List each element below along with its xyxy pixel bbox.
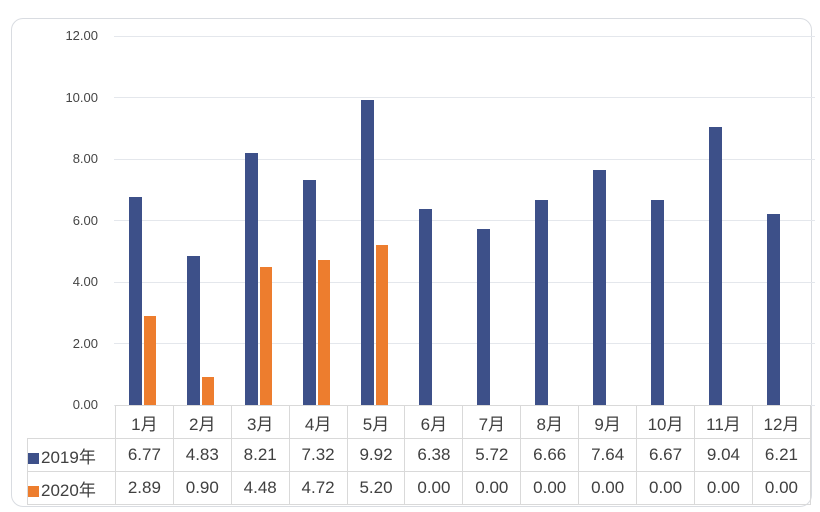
value-cell: 5.72 [462,438,522,472]
value-cell: 4.48 [230,471,290,505]
bar-2019年-12月 [767,214,780,405]
gridline [114,281,815,283]
month-header-cell: 12月 [751,405,812,439]
value-cell: 6.67 [636,438,695,472]
bar-2020年-4月 [318,259,330,405]
value-cell: 4.83 [172,438,232,472]
gridline [114,220,815,221]
value-cell: 6.38 [404,438,464,472]
gridline [114,97,815,98]
value-cell: 0.00 [694,471,753,505]
value-cell: 4.72 [288,471,348,505]
value-cell: 5.20 [346,471,406,505]
bar-group-7月 [462,36,520,405]
month-header-cell: 1月 [114,405,174,439]
value-cell: 0.00 [520,471,580,505]
row-label-2020年: 2020年 [27,471,116,505]
month-header-cell: 2月 [172,405,232,439]
bar-group-2月 [172,36,230,405]
y-axis-label: 4.00 [72,274,98,289]
bar-2020年-3月 [260,267,272,405]
month-header-cell: 8月 [520,405,580,439]
bar-2019年-1月 [129,196,142,405]
series-name-label: 2019年 [41,447,96,467]
bar-group-12月 [752,36,810,405]
bar-group-6月 [404,36,462,405]
bar-2019年-4月 [303,179,316,405]
bar-2020年-5月 [376,245,388,405]
series-name-label: 2020年 [41,480,96,500]
month-header-cell: 9月 [578,405,638,439]
value-cell: 0.00 [404,471,464,505]
value-cell: 2.89 [114,471,174,505]
bar-2020年-2月 [202,377,214,405]
gridline [114,343,815,344]
bar-2019年-5月 [361,99,374,405]
y-axis-label: 8.00 [72,151,98,166]
value-cell: 0.00 [636,471,695,505]
bar-2019年-9月 [593,170,606,405]
y-axis-label: 6.00 [72,212,98,228]
bar-2019年-8月 [535,200,548,405]
table-header-row: 1月 2月 3月 4月 5月 6月 7月 8月 9月 10月 11月 12月 [28,405,812,439]
value-cell: 6.21 [751,438,812,472]
month-header-cell: 7月 [462,405,522,439]
bar-group-1月 [114,36,172,405]
month-header-cell: 11月 [694,405,753,439]
table-row-2020年: 2020年 2.89 0.90 4.48 4.72 5.20 0.00 0.00 0.00 0.0… [27,471,812,505]
bar-2019年-3月 [245,152,258,405]
bar-2019年-7月 [477,229,490,405]
bar-2019年-10月 [651,199,664,405]
legend-swatch-2019年 [28,452,39,464]
value-cell: 0.00 [751,471,812,505]
bar-2019年-11月 [709,127,722,405]
month-header-cell: 3月 [230,405,290,439]
bar-group-9月 [578,36,636,405]
table-corner-cell [28,406,116,439]
table-row-2019年: 2019年 6.77 4.83 8.21 7.32 9.92 6.38 5.72 6.66 7.6… [27,438,812,472]
month-header-cell: 4月 [288,405,348,439]
month-header-cell: 5月 [346,405,406,439]
bar-group-10月 [636,36,694,405]
y-axis-label: 10.00 [65,89,98,105]
value-cell: 7.64 [578,438,638,472]
value-cell: 0.00 [578,471,638,505]
gridline [114,35,815,37]
value-cell: 0.00 [462,471,522,505]
y-axis-label: 12.00 [65,28,98,43]
data-table: 1月 2月 3月 4月 5月 6月 7月 8月 9月 10月 11月 12月 2019年 6.77 4.83… [27,405,812,505]
value-cell: 6.66 [520,438,580,472]
value-cell: 9.92 [346,438,406,472]
legend-swatch-2020年 [28,485,39,497]
y-axis: 0.00 2.00 4.00 6.00 8.00 10.00 12.00 [12,28,98,412]
bar-2019年-2月 [187,256,200,405]
bar-group-5月 [346,36,404,405]
value-cell: 7.32 [288,438,348,472]
value-cell: 0.90 [172,471,232,505]
bar-group-3月 [230,36,288,405]
table-body: 1月 2月 3月 4月 5月 6月 7月 8月 9月 10月 11月 12月 2019年 6.77 4.83… [27,405,812,505]
row-label-2019年: 2019年 [27,438,116,472]
bar-group-11月 [694,36,752,405]
month-header-cell: 10月 [636,405,695,439]
month-header-cell: 6月 [404,405,464,439]
value-cell: 8.21 [230,438,290,472]
plot-area [114,35,815,406]
value-cell: 9.04 [694,438,753,472]
y-axis-label: 0.00 [72,397,98,412]
bar-group-4月 [288,36,346,405]
bar-2020年-1月 [144,316,156,405]
gridline [114,158,815,160]
y-axis-label: 2.00 [72,335,98,351]
bar-2019年-6月 [419,208,432,405]
chart-card: 0.00 2.00 4.00 6.00 8.00 10.00 12.00 1月 2月 3月 4月 5… [11,18,815,507]
value-cell: 6.77 [114,438,174,472]
bar-group-8月 [520,36,578,405]
